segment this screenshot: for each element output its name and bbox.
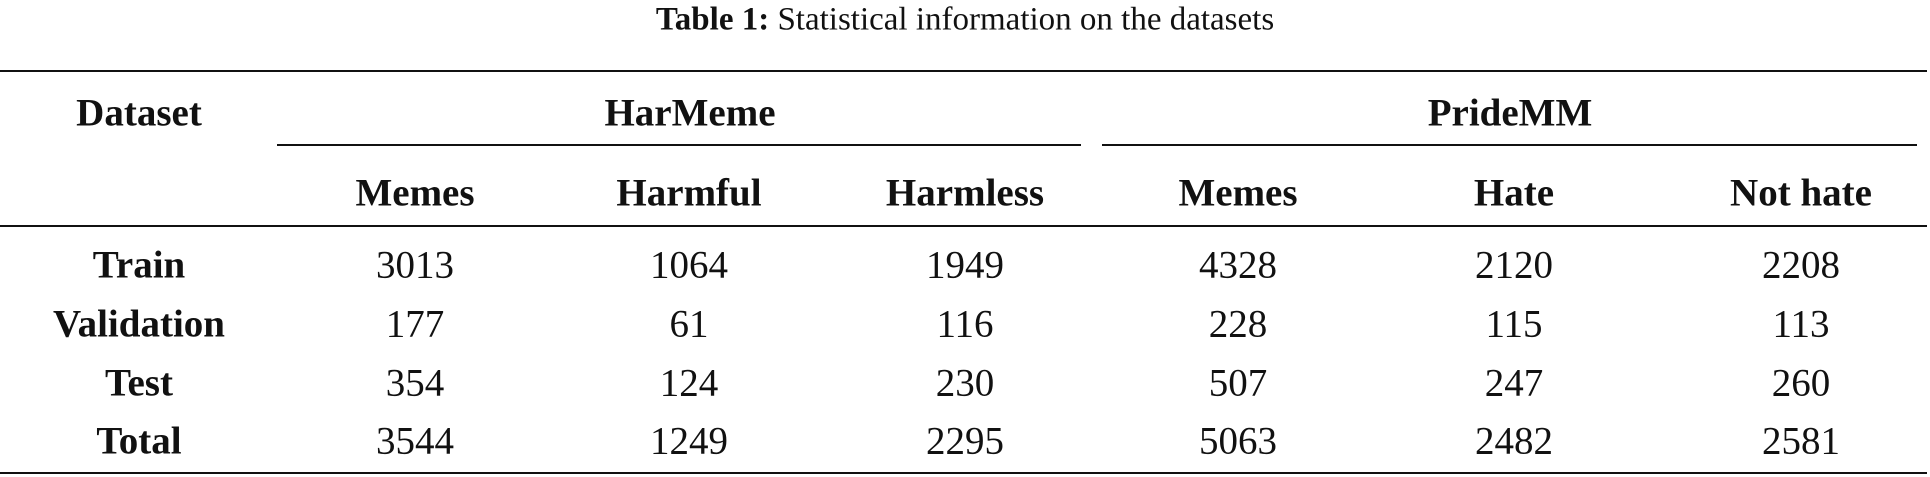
cell: 2208 <box>1762 243 1840 287</box>
group-header: PrideMM <box>1427 91 1593 135</box>
bottom-rule <box>0 472 1927 474</box>
cell: 1064 <box>650 243 728 287</box>
cell: 228 <box>1208 302 1268 346</box>
cell: 115 <box>1485 302 1543 346</box>
group-rule <box>277 144 1081 146</box>
table-caption: Table 1: Statistical information on the … <box>656 2 1274 39</box>
row-label: Test <box>105 361 173 405</box>
group-rule <box>1102 144 1917 146</box>
column-header: Hate <box>1473 171 1555 215</box>
column-header: Memes <box>355 171 475 215</box>
cell: 230 <box>935 361 995 405</box>
cell: 1949 <box>926 243 1004 287</box>
row-label: Train <box>92 243 186 287</box>
top-rule <box>0 70 1927 72</box>
cell: 177 <box>385 302 445 346</box>
row-header-title: Dataset <box>76 91 202 135</box>
cell: 247 <box>1484 361 1544 405</box>
cell: 4328 <box>1199 243 1277 287</box>
cell: 113 <box>1772 302 1830 346</box>
group-header: HarMeme <box>604 91 776 135</box>
cell: 2295 <box>926 419 1004 463</box>
cell: 116 <box>936 302 994 346</box>
row-label: Validation <box>53 302 225 346</box>
caption-label: Table 1: <box>655 1 770 38</box>
cell: 2482 <box>1475 419 1553 463</box>
cell: 260 <box>1771 361 1831 405</box>
cell: 61 <box>669 302 709 346</box>
caption-text: Statistical information on the datasets <box>777 1 1275 38</box>
cell: 1249 <box>650 419 728 463</box>
column-header: Not hate <box>1730 171 1872 215</box>
column-header: Memes <box>1178 171 1298 215</box>
cell: 3013 <box>376 243 454 287</box>
cell: 2581 <box>1762 419 1840 463</box>
cell: 124 <box>659 361 719 405</box>
cell: 3544 <box>376 419 454 463</box>
cell: 5063 <box>1199 419 1277 463</box>
cell: 354 <box>385 361 445 405</box>
mid-rule <box>0 225 1927 227</box>
row-label: Total <box>96 419 182 463</box>
cell: 2120 <box>1475 243 1553 287</box>
column-header: Harmless <box>885 171 1045 215</box>
column-header: Harmful <box>616 171 762 215</box>
cell: 507 <box>1208 361 1268 405</box>
